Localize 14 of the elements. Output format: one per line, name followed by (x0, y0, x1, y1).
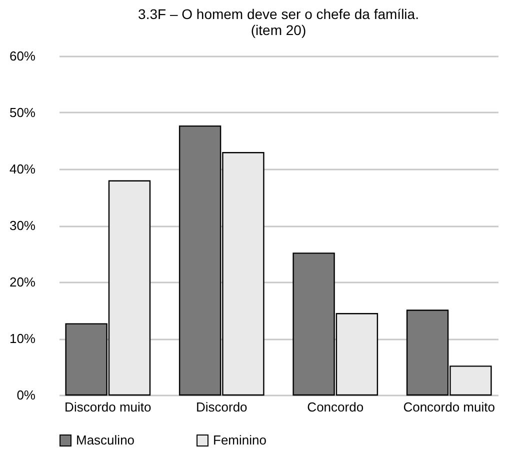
x-tick-label: Discordo muito (64, 400, 152, 414)
y-tick-label: 60% (9, 48, 36, 64)
y-tick-label: 40% (9, 162, 36, 176)
y-tick-label: 20% (9, 274, 36, 290)
chart-title: 3.3F – O homem deve ser o chefe da família. (item 20) (138, 6, 419, 38)
y-tick-label: 0% (16, 388, 36, 402)
x-tick-label: Discordo (196, 400, 248, 414)
y-tick-label: 30% (9, 218, 36, 233)
y-tick-label: 10% (9, 331, 36, 346)
y-tick-label: 50% (9, 105, 36, 120)
x-tick-label: Concordo (307, 400, 364, 414)
x-tick-label: Concordo muito (403, 400, 495, 414)
legend-label: Feminino (213, 432, 266, 448)
legend-label: Masculino (76, 432, 135, 448)
